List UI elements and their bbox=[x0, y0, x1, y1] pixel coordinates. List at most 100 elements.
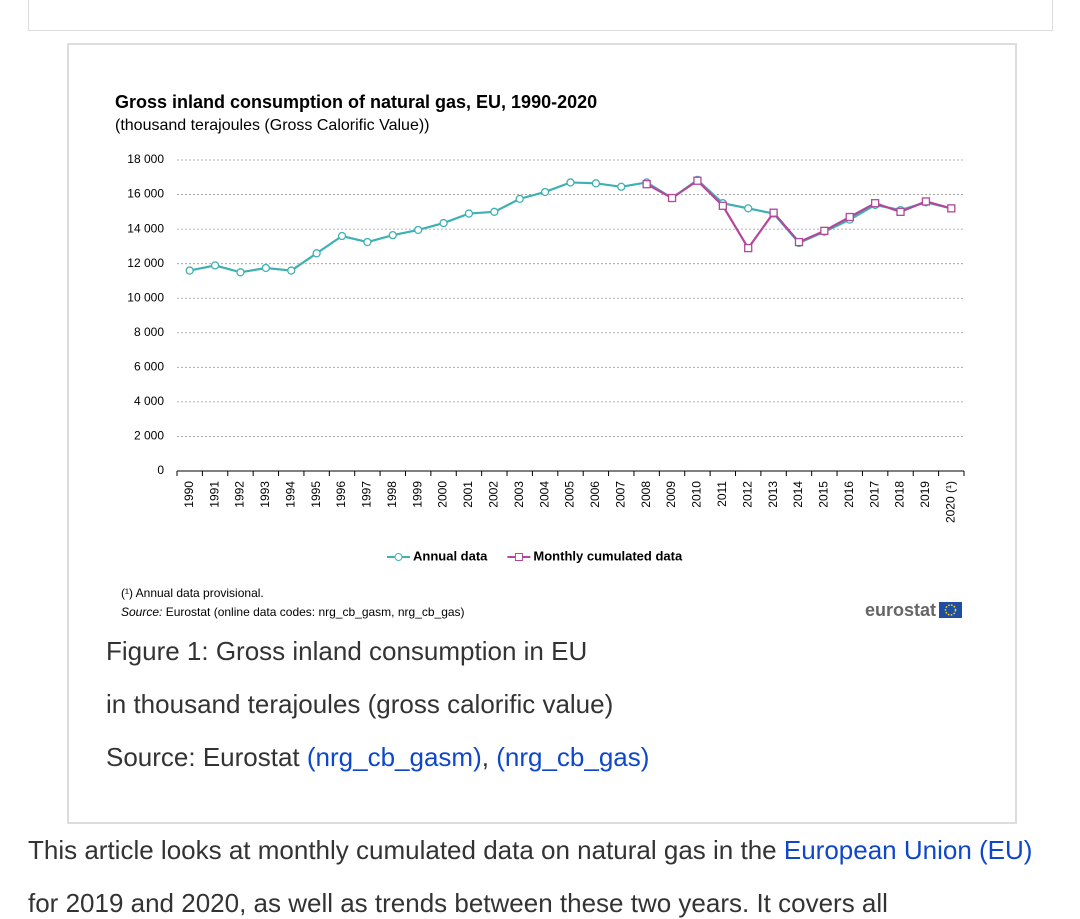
x-tick-label: 2000 bbox=[436, 481, 450, 508]
x-tick-label: 1991 bbox=[207, 481, 221, 508]
marker bbox=[896, 207, 905, 216]
legend-label: Annual data bbox=[413, 548, 488, 563]
marker bbox=[744, 204, 753, 213]
legend-label: Monthly cumulated data bbox=[533, 548, 683, 563]
marker bbox=[515, 194, 524, 204]
caption-source: Source: Eurostat (nrg_cb_gasm), (nrg_cb_… bbox=[106, 731, 649, 784]
x-tick-label: 2012 bbox=[740, 481, 754, 508]
article-text-1: This article looks at monthly cumulated … bbox=[28, 835, 784, 865]
chart-subtitle: (thousand terajoules (Gross Calorific Va… bbox=[115, 117, 430, 134]
marker bbox=[210, 261, 220, 270]
marker bbox=[185, 266, 194, 275]
marker bbox=[667, 193, 677, 203]
x-tick-label: 2013 bbox=[766, 481, 780, 508]
x-tick-label: 1998 bbox=[385, 481, 399, 508]
marker bbox=[744, 243, 753, 253]
marker bbox=[439, 218, 448, 228]
marker bbox=[490, 207, 499, 216]
x-tick-label: 2010 bbox=[690, 481, 704, 508]
source: Source: Eurostat (online data codes: nrg… bbox=[121, 605, 465, 619]
y-tick-label: 16 000 bbox=[127, 187, 164, 201]
x-tick-label: 1992 bbox=[233, 481, 247, 508]
marker bbox=[718, 201, 727, 210]
article-text-2: for 2019 and 2020, as well as trends bet… bbox=[28, 888, 888, 918]
marker bbox=[566, 178, 575, 187]
x-tick-label: 2005 bbox=[563, 481, 577, 508]
legend-marker bbox=[514, 553, 523, 561]
marker bbox=[388, 231, 397, 240]
caption-source-prefix: Source: Eurostat bbox=[106, 742, 307, 772]
marker bbox=[921, 197, 931, 206]
x-tick-label: 2004 bbox=[537, 481, 551, 508]
y-tick-label: 0 bbox=[157, 463, 164, 477]
y-tick-label: 18 000 bbox=[127, 152, 164, 166]
y-tick-label: 6 000 bbox=[134, 360, 164, 374]
marker bbox=[693, 176, 702, 185]
x-tick-label: 1997 bbox=[360, 481, 374, 508]
y-tick-label: 4 000 bbox=[134, 394, 164, 408]
y-tick-label: 8 000 bbox=[134, 325, 164, 339]
source-text: Eurostat (online data codes: nrg_cb_gasm… bbox=[162, 605, 464, 619]
marker bbox=[769, 208, 778, 217]
marker bbox=[947, 204, 956, 213]
logo-text: eurostat bbox=[865, 600, 936, 620]
x-tick-label: 1996 bbox=[334, 481, 348, 508]
previous-box bbox=[28, 0, 1053, 31]
marker bbox=[845, 212, 854, 222]
y-tick-label: 10 000 bbox=[127, 290, 164, 304]
eu-link[interactable]: European Union (EU) bbox=[783, 835, 1033, 865]
link-gas[interactable]: (nrg_cb_gas) bbox=[496, 742, 650, 772]
marker bbox=[642, 180, 651, 189]
caption-title: Figure 1: Gross inland consumption in EU bbox=[106, 636, 588, 666]
y-tick-label: 12 000 bbox=[127, 256, 164, 270]
y-tick-label: 14 000 bbox=[127, 221, 164, 235]
x-tick-label: 2001 bbox=[461, 481, 475, 508]
marker bbox=[312, 249, 321, 258]
marker bbox=[540, 187, 550, 197]
x-tick-label: 2017 bbox=[867, 481, 881, 508]
marker bbox=[794, 237, 804, 247]
marker bbox=[870, 199, 880, 208]
marker bbox=[261, 263, 271, 273]
marker bbox=[337, 231, 347, 241]
marker bbox=[363, 237, 372, 247]
x-tick-label: 1995 bbox=[309, 481, 323, 508]
eu-flag bbox=[939, 602, 962, 618]
y-tick-label: 2 000 bbox=[134, 429, 164, 443]
caption-unit: in thousand terajoules (gross calorific … bbox=[106, 689, 614, 719]
x-tick-label: 2002 bbox=[487, 481, 501, 508]
x-tick-label: 2020 (¹) bbox=[943, 481, 957, 523]
x-tick-label: 2011 bbox=[715, 481, 729, 507]
article-text: This article looks at monthly cumulated … bbox=[28, 824, 1058, 919]
marker bbox=[236, 268, 245, 277]
x-tick-label: 2019 bbox=[918, 481, 932, 508]
marker bbox=[414, 225, 423, 235]
eu-stars bbox=[944, 604, 957, 616]
x-tick-label: 2009 bbox=[664, 481, 678, 508]
marker bbox=[617, 182, 626, 191]
x-tick-label: 2015 bbox=[817, 481, 831, 508]
legend-marker bbox=[394, 553, 403, 561]
x-tick-label: 2018 bbox=[893, 481, 907, 508]
chart: Gross inland consumption of natural gas,… bbox=[115, 92, 965, 620]
x-tick-label: 2006 bbox=[588, 481, 602, 508]
link-gasm[interactable]: (nrg_cb_gasm) bbox=[306, 742, 482, 772]
x-tick-label: 2008 bbox=[639, 481, 653, 508]
marker bbox=[464, 209, 474, 218]
x-tick-label: 2007 bbox=[613, 481, 627, 508]
x-tick-label: 2003 bbox=[512, 481, 526, 508]
x-tick-label: 1994 bbox=[283, 481, 297, 508]
x-tick-label: 2016 bbox=[842, 481, 856, 508]
x-tick-label: 1990 bbox=[182, 481, 196, 508]
source-label: Source: bbox=[121, 605, 162, 619]
marker bbox=[591, 179, 601, 188]
series-line bbox=[189, 178, 952, 274]
marker bbox=[820, 226, 829, 235]
chart-title: Gross inland consumption of natural gas,… bbox=[115, 92, 597, 112]
x-tick-label: 1993 bbox=[258, 481, 272, 508]
separator: , bbox=[481, 742, 497, 772]
x-tick-label: 1999 bbox=[410, 481, 424, 508]
footnote: (¹) Annual data provisional. bbox=[121, 586, 264, 600]
figure-box bbox=[67, 43, 1017, 824]
